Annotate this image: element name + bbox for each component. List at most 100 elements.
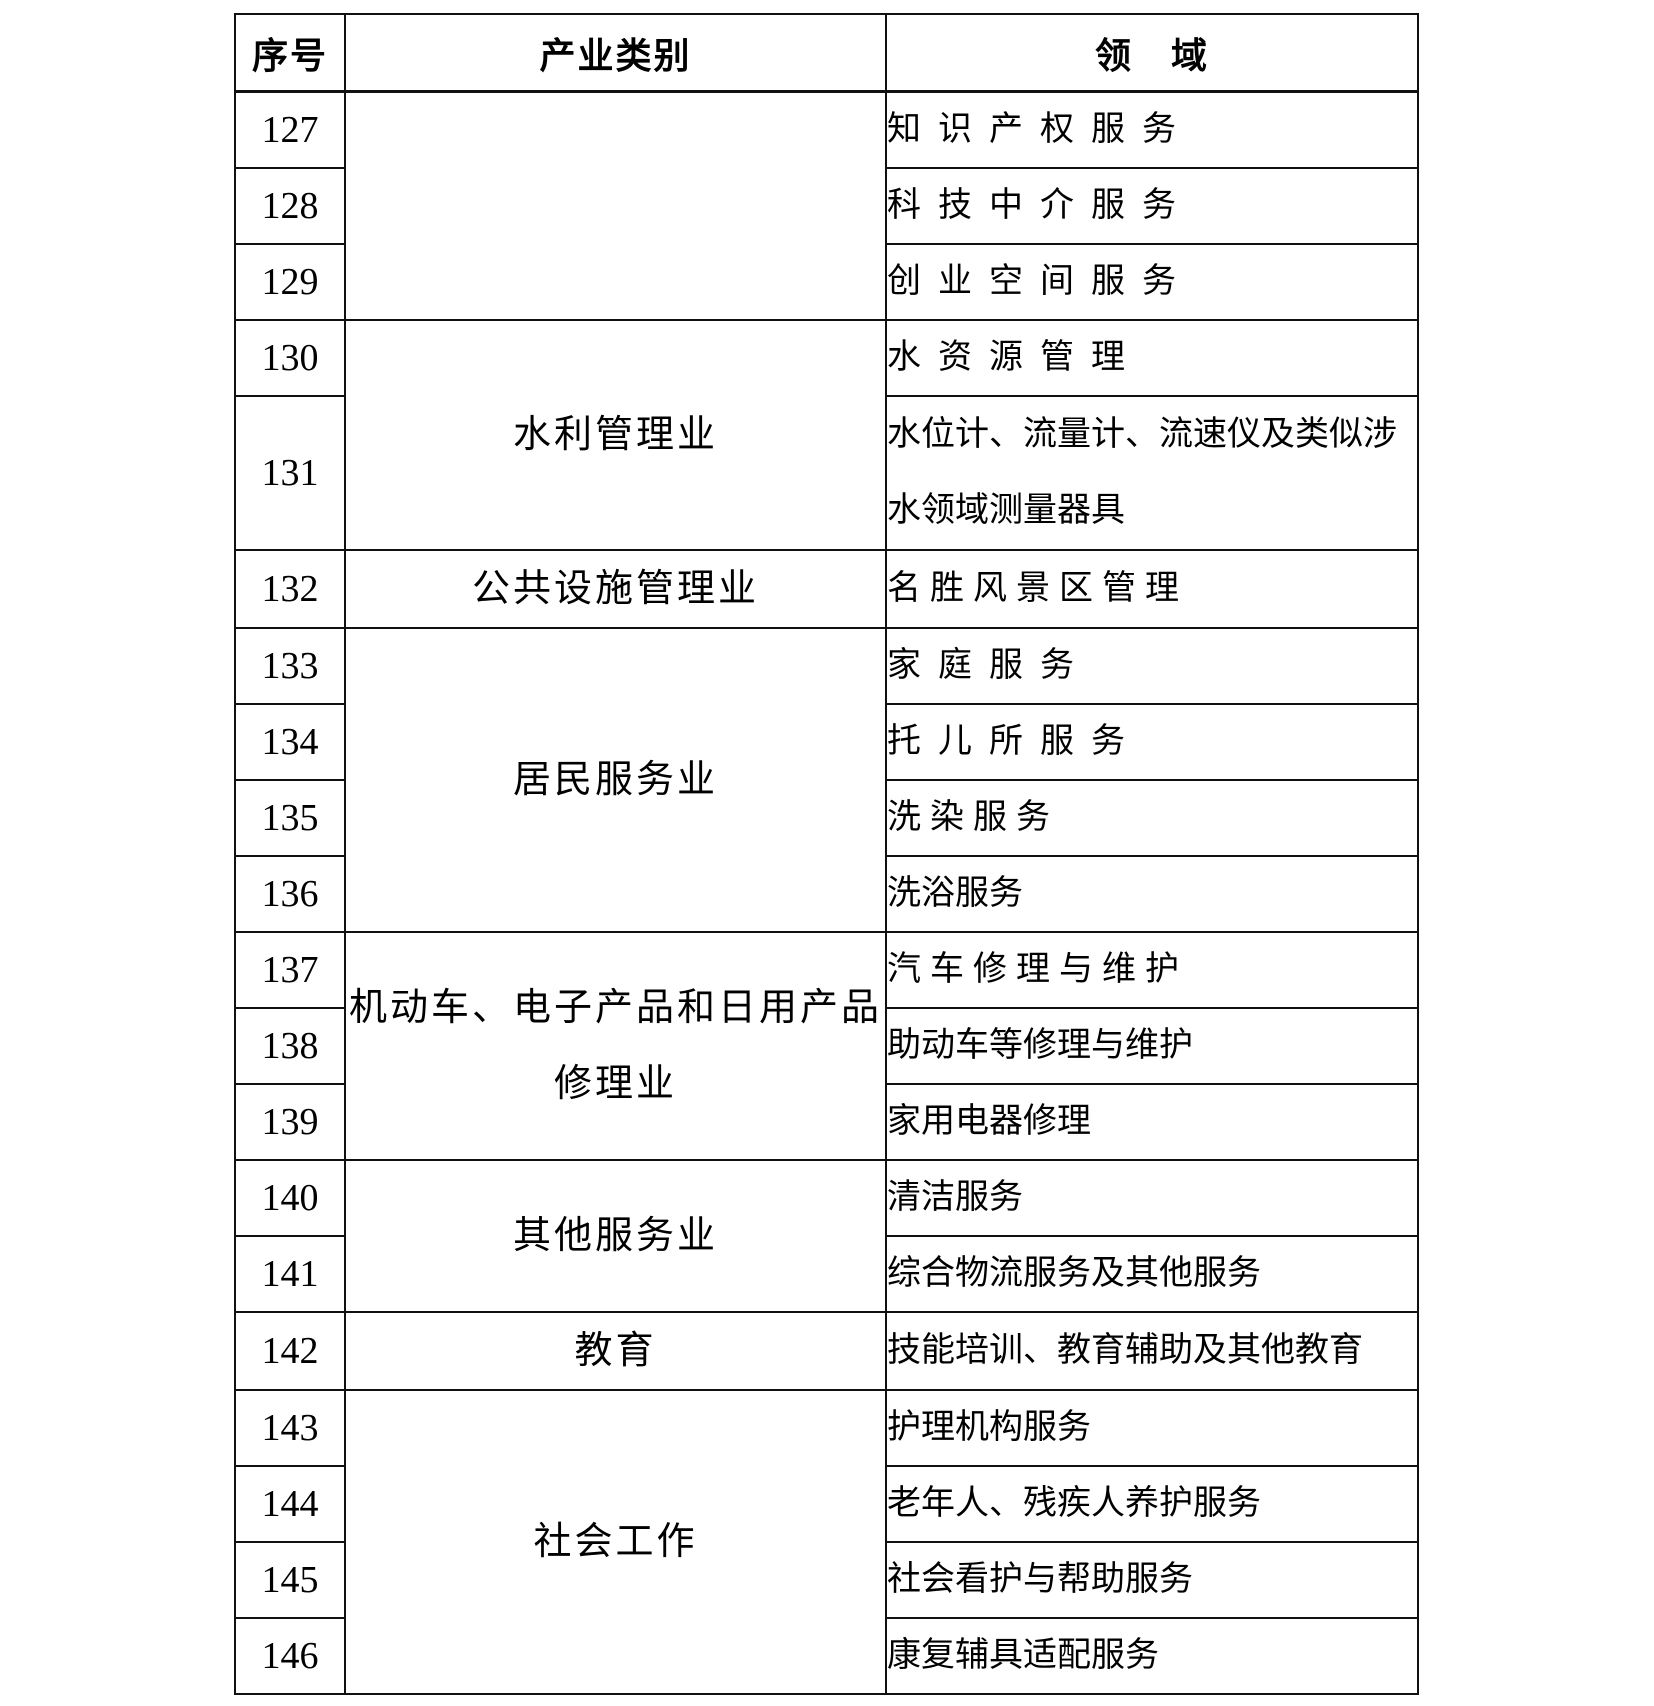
text-line: 水资源管理 [887, 339, 1142, 376]
industry-category-cell: 其他服务业 [344, 1159, 887, 1313]
field-cell: 名胜风景区管理 [885, 549, 1419, 629]
text-line: 公共设施管理业 [471, 568, 759, 610]
header-serial-number: 序号 [234, 13, 346, 93]
text-line: 创业空间服务 [887, 263, 1193, 300]
field-cell: 老年人、残疾人养护服务 [885, 1465, 1419, 1543]
field-cell: 科技中介服务 [885, 167, 1419, 245]
serial-number-cell: 145 [234, 1541, 346, 1619]
field-cell: 康复辅具适配服务 [885, 1617, 1419, 1695]
field-cell: 洗染服务 [885, 779, 1419, 857]
table-body: 127 知识产权服务 128 科技中介服务 129 创业空间服务 130 水利管理业 水资源管理… [234, 90, 1419, 1695]
field-cell: 知识产权服务 [885, 90, 1419, 169]
serial-number-cell: 138 [234, 1007, 346, 1085]
serial-number-cell: 127 [234, 90, 346, 169]
text-line: 居民服务业 [512, 759, 718, 801]
table-row: 140 其他服务业 清洁服务 [234, 1159, 1419, 1313]
text-line: 综合物流服务及其他服务 [887, 1255, 1261, 1292]
table-row: 136 洗浴服务 [234, 855, 1419, 933]
text-line: 水位计、流量计、流速仪及类似涉 [887, 416, 1397, 453]
field-cell: 水位计、流量计、流速仪及类似涉 水领域测量器具 [885, 395, 1419, 551]
text-line: 136 [261, 873, 319, 915]
header-industry-category: 产业类别 [344, 13, 887, 93]
text-line: 助动车等修理与维护 [887, 1027, 1193, 1064]
header-field: 领 域 [885, 13, 1419, 93]
industry-category-cell: 水利管理业 [344, 319, 887, 551]
text-line: 141 [261, 1253, 319, 1295]
serial-number-cell: 130 [234, 319, 346, 397]
table-row: 127 知识产权服务 [234, 90, 1419, 321]
text-line: 家用电器修理 [887, 1103, 1091, 1140]
table-row: 137 机动车、电子产品和日用产品 修理业 汽车修理与维护 [234, 931, 1419, 1161]
text-line: 146 [261, 1635, 319, 1677]
text-line: 131 [261, 452, 319, 494]
serial-number-cell: 134 [234, 703, 346, 781]
text-line: 护理机构服务 [887, 1409, 1091, 1446]
table-row: 143 社会工作 护理机构服务 [234, 1389, 1419, 1695]
industry-category-cell: 公共设施管理业 [344, 549, 887, 629]
field-cell: 社会看护与帮助服务 [885, 1541, 1419, 1619]
text-line: 137 [261, 949, 319, 991]
text-line: 家庭服务 [887, 647, 1091, 684]
text-line: 130 [261, 337, 319, 379]
industry-category-cell [344, 90, 887, 321]
table-header: 序号 产业类别 领 域 [234, 13, 1419, 93]
text-line: 清洁服务 [887, 1179, 1023, 1216]
text-line: 社会看护与帮助服务 [887, 1561, 1193, 1598]
serial-number-cell: 141 [234, 1235, 346, 1313]
text-line: 129 [261, 261, 319, 303]
text-line: 132 [261, 568, 319, 610]
text-line: 名胜风景区管理 [887, 570, 1188, 607]
table-row: 138 助动车等修理与维护 [234, 1007, 1419, 1085]
serial-number-cell: 131 [234, 395, 346, 551]
table-row: 141 综合物流服务及其他服务 [234, 1235, 1419, 1313]
text-line: 138 [261, 1025, 319, 1067]
table-row: 130 水利管理业 水资源管理 [234, 319, 1419, 551]
table-row: 146 康复辅具适配服务 [234, 1617, 1419, 1695]
text-line: 其他服务业 [512, 1215, 718, 1257]
table-row: 145 社会看护与帮助服务 [234, 1541, 1419, 1619]
table-row: 144 老年人、残疾人养护服务 [234, 1465, 1419, 1543]
text-line: 145 [261, 1559, 319, 1601]
serial-number-cell: 140 [234, 1159, 346, 1237]
field-cell: 托儿所服务 [885, 703, 1419, 781]
field-cell: 洗浴服务 [885, 855, 1419, 933]
text-line: 135 [261, 797, 319, 839]
table-row: 142 教育 技能培训、教育辅助及其他教育 [234, 1311, 1419, 1391]
serial-number-cell: 142 [234, 1311, 346, 1391]
industry-category-cell: 教育 [344, 1311, 887, 1391]
field-cell: 汽车修理与维护 [885, 931, 1419, 1009]
text-line: 康复辅具适配服务 [887, 1637, 1159, 1674]
text-line: 127 [261, 109, 319, 151]
text-line: 133 [261, 645, 319, 687]
field-cell: 清洁服务 [885, 1159, 1419, 1237]
table-row: 128 科技中介服务 [234, 167, 1419, 245]
text-line: 134 [261, 721, 319, 763]
serial-number-cell: 143 [234, 1389, 346, 1467]
field-cell: 护理机构服务 [885, 1389, 1419, 1467]
text-line: 修理业 [553, 1063, 677, 1105]
industry-category-cell: 机动车、电子产品和日用产品 修理业 [344, 931, 887, 1161]
serial-number-cell: 144 [234, 1465, 346, 1543]
serial-number-cell: 137 [234, 931, 346, 1009]
field-cell: 家庭服务 [885, 627, 1419, 705]
text-line: 技能培训、教育辅助及其他教育 [887, 1332, 1363, 1369]
text-line: 社会工作 [533, 1521, 698, 1563]
field-cell: 综合物流服务及其他服务 [885, 1235, 1419, 1313]
header-row: 序号 产业类别 领 域 [234, 13, 1419, 93]
table-row: 132 公共设施管理业 名胜风景区管理 [234, 549, 1419, 629]
text-line: 144 [261, 1483, 319, 1525]
text-line: 139 [261, 1101, 319, 1143]
text-line: 老年人、残疾人养护服务 [887, 1485, 1261, 1522]
text-line: 科技中介服务 [887, 187, 1193, 224]
text-line: 机动车、电子产品和日用产品 [348, 987, 882, 1029]
table-row: 133 居民服务业 家庭服务 [234, 627, 1419, 933]
text-line: 140 [261, 1177, 319, 1219]
text-line: 水利管理业 [512, 414, 718, 456]
text-line: 教育 [574, 1330, 657, 1372]
serial-number-cell: 136 [234, 855, 346, 933]
text-line: 142 [261, 1330, 319, 1372]
text-line: 水领域测量器具 [887, 492, 1125, 529]
text-line: 托儿所服务 [887, 723, 1142, 760]
field-cell: 家用电器修理 [885, 1083, 1419, 1161]
